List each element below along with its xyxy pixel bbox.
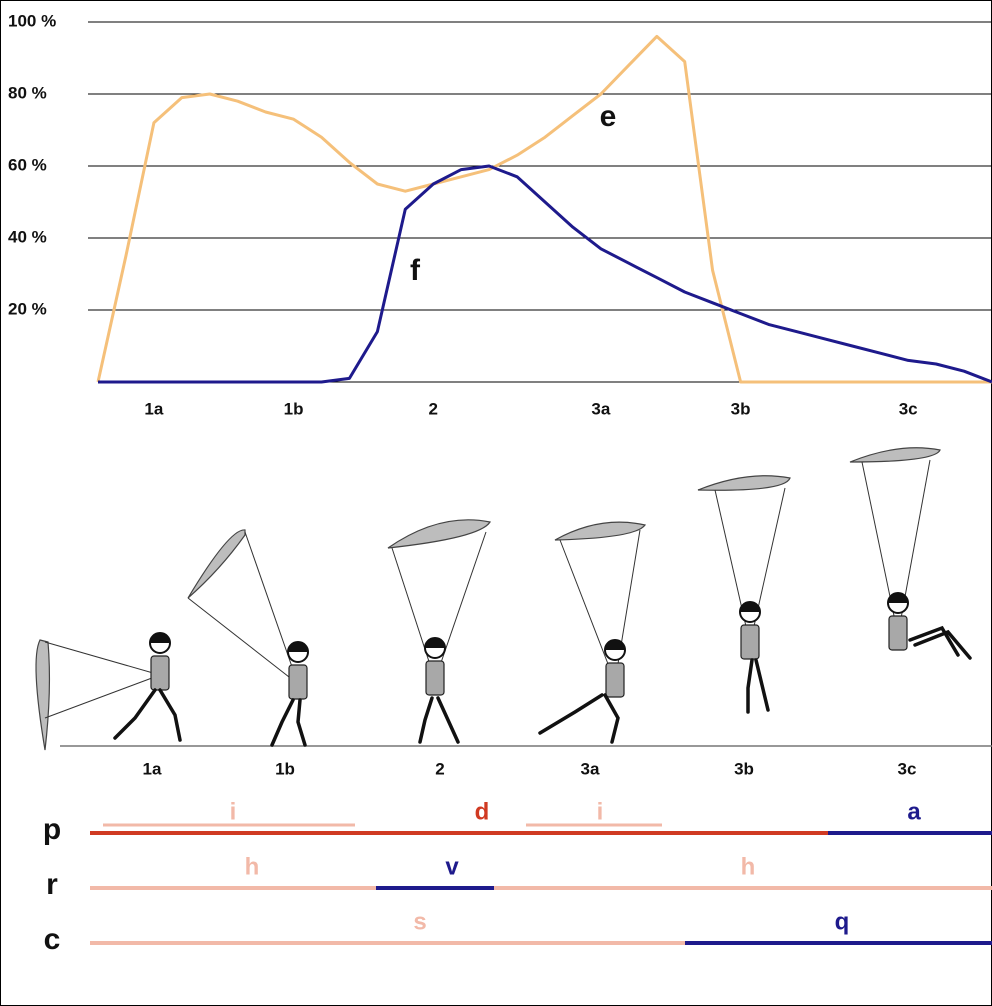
- glider-line: [245, 532, 298, 684]
- segment-label: a: [907, 798, 921, 825]
- glider-line: [392, 548, 435, 680]
- row-label: r: [46, 868, 58, 901]
- series-label: f: [410, 254, 421, 287]
- x-tick-label: 1b: [284, 399, 304, 418]
- pilot-legs: [115, 690, 180, 740]
- pilot-figures: [36, 448, 970, 750]
- figure-label: 2: [435, 759, 444, 778]
- x-tick-label: 3a: [591, 399, 610, 418]
- pilot-legs: [540, 695, 618, 742]
- row-label: p: [43, 813, 61, 846]
- glider-wing: [388, 520, 490, 548]
- y-tick-label: 100 %: [8, 11, 56, 30]
- figure-label: 3a: [581, 759, 600, 778]
- series-line: [98, 166, 992, 382]
- glider-wing: [188, 530, 245, 598]
- segment-label: h: [741, 853, 756, 880]
- y-tick-label: 60 %: [8, 155, 47, 174]
- figure-label: 3c: [898, 759, 917, 778]
- pilot-legs: [272, 700, 305, 745]
- glider-line: [188, 598, 298, 684]
- y-tick-label: 20 %: [8, 299, 47, 318]
- series-label: e: [600, 100, 617, 133]
- glider-wing: [36, 640, 49, 750]
- pilot-body: [889, 616, 907, 650]
- pilot-legs: [420, 698, 458, 742]
- glider-line: [45, 675, 160, 718]
- y-tick-label: 40 %: [8, 227, 47, 246]
- segment-label: q: [835, 908, 850, 935]
- glider-wing: [850, 448, 940, 462]
- glider-line: [435, 532, 486, 680]
- pilot-helmet: [740, 602, 760, 612]
- pilot-legs: [748, 660, 768, 712]
- segment-label: s: [413, 908, 426, 935]
- segment-label: i: [597, 798, 604, 825]
- y-tick-label: 80 %: [8, 83, 47, 102]
- glider-line: [45, 642, 160, 675]
- pilot-legs: [910, 628, 970, 658]
- segment-label: v: [445, 853, 459, 880]
- figure-label: 3b: [734, 759, 754, 778]
- figure-label: 1b: [275, 759, 295, 778]
- row-label: c: [44, 923, 61, 956]
- pilot-helmet: [150, 633, 170, 643]
- pilot-helmet: [425, 638, 445, 648]
- x-tick-label: 1a: [144, 399, 163, 418]
- segment-label: i: [230, 798, 237, 825]
- glider-line: [560, 540, 615, 682]
- x-tick-label: 3c: [899, 399, 918, 418]
- x-tick-label: 3b: [731, 399, 751, 418]
- chart: 20 % 40 % 60 % 80 % 100 % 1a 1b 2 3a 3b 3c e f 1a 1b 2 3…: [0, 0, 992, 1006]
- pilot-body: [151, 656, 169, 690]
- pilot-body: [289, 665, 307, 699]
- glider-wing: [555, 522, 645, 540]
- x-tick-label: 2: [429, 399, 438, 418]
- series-line: [98, 36, 992, 382]
- pilot-body: [606, 663, 624, 697]
- pilot-helmet: [288, 642, 308, 652]
- glider-wing: [698, 476, 790, 491]
- segment-label: h: [245, 853, 260, 880]
- segment-label: d: [475, 798, 490, 825]
- pilot-body: [426, 661, 444, 695]
- pilot-body: [741, 625, 759, 659]
- figure-label: 1a: [143, 759, 162, 778]
